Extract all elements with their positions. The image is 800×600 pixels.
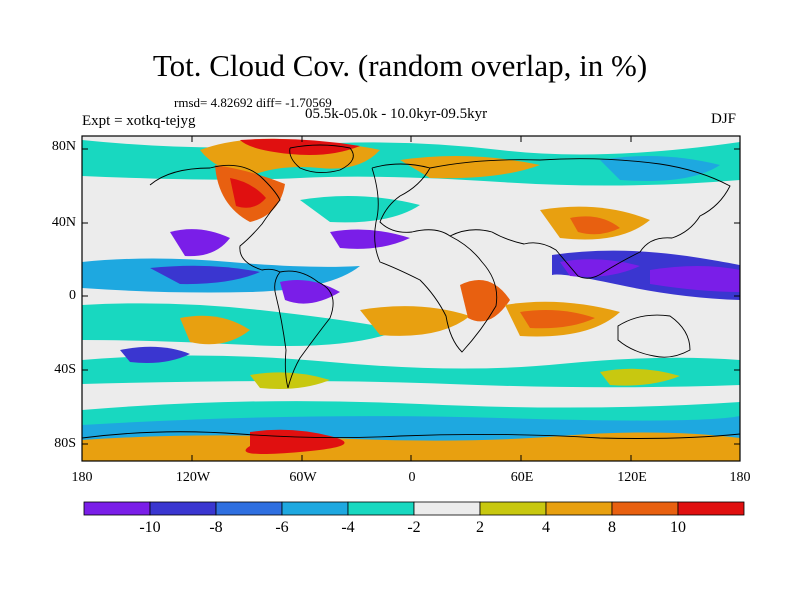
colorbar-label-2: 2 — [476, 519, 484, 536]
colorbar-label-4: 4 — [542, 519, 550, 536]
axis-ticks — [82, 136, 740, 461]
colorbar-label-8: 8 — [608, 519, 616, 536]
colorbar-segment — [677, 501, 745, 516]
colorbar-label-m8: -8 — [209, 519, 223, 536]
colorbar-segment — [83, 501, 151, 516]
season-label: DJF — [711, 111, 737, 127]
lon-tick-120w: 120W — [175, 470, 211, 485]
colorbar — [83, 501, 745, 516]
lon-tick-60e: 60E — [510, 470, 534, 485]
colorbar-segment — [611, 501, 679, 516]
lat-tick-40s: 40S — [54, 362, 76, 377]
coastlines — [81, 144, 741, 439]
lon-tick-180e: 180 — [729, 470, 751, 485]
colorbar-label-m4: -4 — [341, 519, 355, 536]
colorbar-segment — [215, 501, 283, 516]
experiment-label: Expt = xotkq-tejyg — [82, 113, 196, 129]
colorbar-segment — [545, 501, 613, 516]
lat-tick-80s: 80S — [54, 436, 76, 451]
colorbar-segment — [413, 501, 481, 516]
period-label: 05.5k-05.0k - 10.0kyr-09.5kyr — [305, 106, 488, 122]
colorbar-label-m6: -6 — [275, 519, 289, 536]
lat-tick-0: 0 — [69, 288, 76, 303]
lat-tick-40n: 40N — [51, 215, 76, 230]
colorbar-segment — [479, 501, 547, 516]
lon-tick-180w: 180 — [71, 470, 93, 485]
colorbar-segment — [281, 501, 349, 516]
colorbar-segment — [149, 501, 217, 516]
colorbar-label-m10: -10 — [139, 519, 161, 536]
lon-tick-0: 0 — [408, 470, 416, 485]
colorbar-segment — [347, 501, 415, 516]
colorbar-label-m2: -2 — [407, 519, 421, 536]
plot-title: Tot. Cloud Cov. (random overlap, in %) — [152, 48, 648, 83]
map-frame — [81, 135, 741, 462]
lat-tick-80n: 80N — [51, 139, 76, 154]
cloud-anomaly-field — [82, 136, 740, 461]
lon-tick-60w: 60W — [289, 470, 317, 485]
colorbar-label-10: 10 — [670, 519, 686, 536]
lon-tick-120e: 120E — [617, 470, 647, 485]
stats-text: rmsd= 4.82692 diff= -1.70569 — [174, 95, 332, 110]
